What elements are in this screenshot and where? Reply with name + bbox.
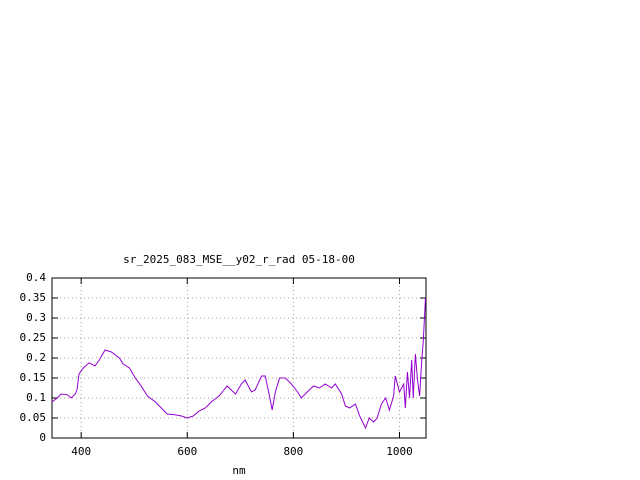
y-tick-label: 0.15 [20, 371, 47, 384]
y-tick-label: 0.3 [26, 311, 46, 324]
y-tick-label: 0.25 [20, 331, 47, 344]
y-tick-label: 0 [39, 431, 46, 444]
y-tick-label: 0.1 [26, 391, 46, 404]
plot-border [51, 277, 427, 439]
data-line [51, 297, 426, 430]
y-tick-label: 0.05 [20, 411, 47, 424]
x-axis-label: nm [232, 464, 246, 477]
y-tick-label: 0.4 [26, 271, 46, 284]
y-tick-label: 0.35 [20, 291, 47, 304]
x-tick-label: 600 [177, 445, 197, 458]
x-tick-label: 1000 [386, 445, 413, 458]
y-tick-label: 0.2 [26, 351, 46, 364]
x-tick-label: 400 [71, 445, 91, 458]
x-tick-label: 800 [283, 445, 303, 458]
chart-title: sr_2025_083_MSE__y02_r_rad 05-18-00 [123, 253, 355, 266]
